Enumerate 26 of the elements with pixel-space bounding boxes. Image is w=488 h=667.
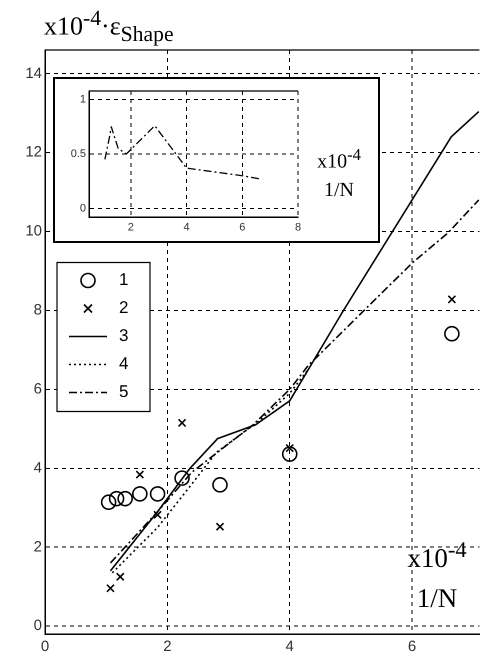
x-tick-label: 2: [163, 638, 172, 656]
y-tick-label: 0: [34, 617, 42, 634]
y-tick-label: 2: [34, 538, 42, 556]
x-tick-label: 4: [183, 222, 190, 234]
y-tick-label: 10: [25, 222, 42, 240]
x-tick-label: 8: [294, 222, 302, 234]
y-tick-label: 0: [80, 202, 86, 214]
y-axis-title: x10$^{-4}$·ε$_{Shape}$: [44, 6, 180, 47]
y-tick-label: 1: [80, 94, 86, 106]
x-tick-label: 6: [408, 638, 416, 656]
y-tick-label: 0.5: [70, 148, 86, 160]
x-axis-title: x10$^{-4}$ 1/N: [316, 144, 362, 203]
legend-label: 5: [119, 382, 128, 402]
y-tick-label: 14: [25, 64, 42, 82]
legend-label: 3: [119, 326, 128, 346]
y-tick-label: 12: [25, 144, 42, 161]
x-tick-label: 6: [239, 222, 246, 234]
x-tick-label: 4: [286, 638, 294, 656]
y-tick-label: 4: [34, 459, 42, 476]
x-axis-title: x10$^{-4}$ 1/N: [406, 536, 468, 615]
x-tick-label: 2: [128, 222, 134, 234]
y-tick-label: 8: [34, 302, 42, 319]
legend-label: 2: [119, 298, 128, 318]
legend-label: 1: [119, 270, 128, 290]
y-tick-label: 6: [34, 380, 42, 398]
legend-label: 4: [119, 354, 128, 374]
